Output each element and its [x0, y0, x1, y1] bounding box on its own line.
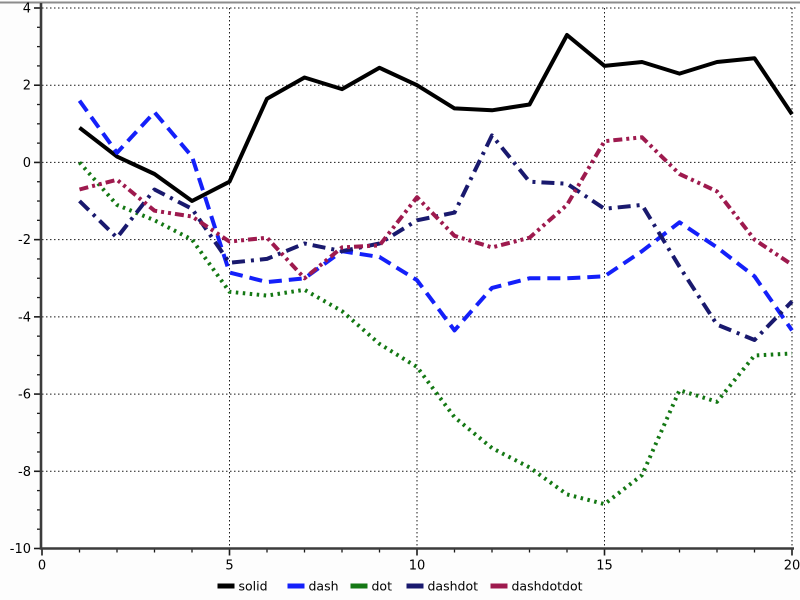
- legend-label-dashdot: dashdot: [428, 579, 479, 594]
- x-tick-label: 0: [38, 559, 46, 574]
- y-tick-label: 2: [23, 79, 31, 94]
- legend-item-solid: solid: [217, 579, 268, 594]
- x-tick-label: 15: [596, 559, 613, 574]
- series-line-solid: [78, 33, 794, 203]
- y-tick-label: 4: [23, 2, 31, 17]
- legend-label-dash: dash: [309, 579, 339, 594]
- legend-item-dash: dash: [287, 579, 339, 594]
- legend-label-dashdotdot: dashdotdot: [512, 579, 583, 594]
- y-tick-label: -2: [18, 233, 31, 248]
- x-tick-label: 10: [409, 559, 426, 574]
- plot-area: [42, 3, 800, 549]
- x-tick-label: 20: [784, 559, 800, 574]
- legend-label-solid: solid: [239, 579, 268, 594]
- legend-item-dot: dot: [350, 579, 393, 594]
- y-tick-label: -4: [18, 310, 31, 325]
- series-line-dash: [77, 99, 794, 333]
- y-tick-label: -10: [10, 542, 31, 557]
- legend-label-dot: dot: [372, 579, 393, 594]
- series-line-dot: [78, 161, 793, 507]
- y-tick-label: -8: [18, 465, 31, 480]
- series-line-dashdotdot: [78, 135, 794, 281]
- y-tick-label: -6: [18, 388, 31, 403]
- x-tick-label: 5: [225, 559, 233, 574]
- y-tick-label: 0: [23, 156, 31, 171]
- legend-item-dashdot: dashdot: [406, 579, 479, 594]
- legend-item-dashdotdot: dashdotdot: [490, 579, 583, 594]
